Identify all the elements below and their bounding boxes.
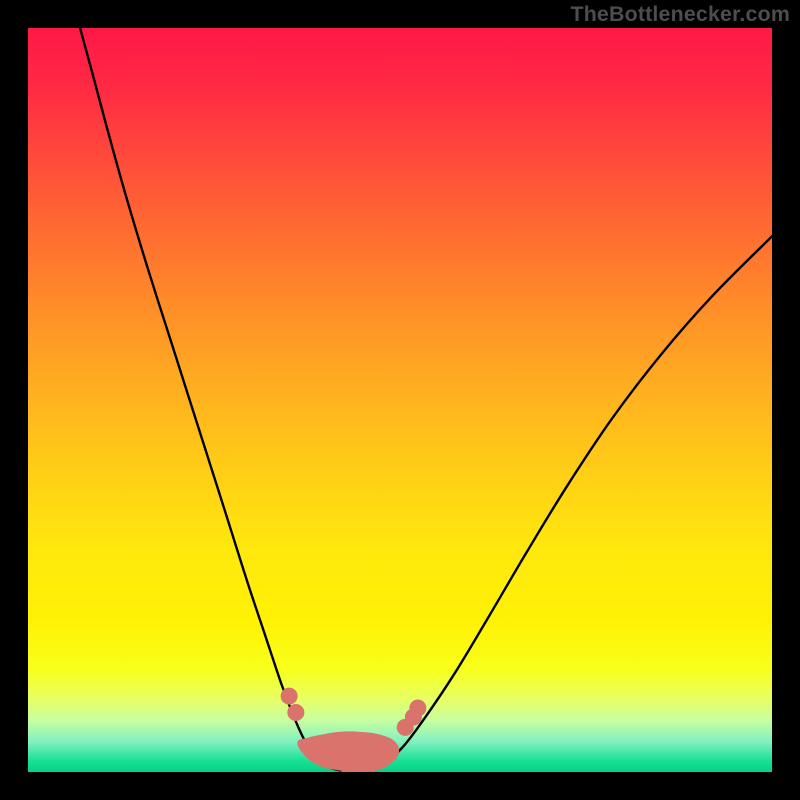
- watermark-text: TheBottlenecker.com: [570, 2, 790, 27]
- chart-frame: TheBottlenecker.com: [0, 0, 800, 800]
- plot-area: [28, 28, 772, 772]
- data-markers: [28, 28, 772, 772]
